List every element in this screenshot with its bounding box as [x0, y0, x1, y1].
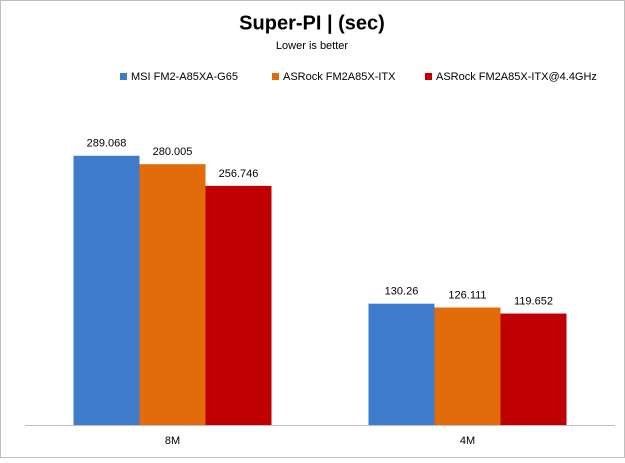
- bar: [500, 313, 567, 425]
- legend-label: ASRock FM2A85X-ITX: [283, 71, 396, 83]
- data-label: 256.746: [219, 168, 259, 180]
- bar: [139, 164, 206, 425]
- chart-title: Super-PI | (sec): [239, 12, 385, 34]
- bar: [368, 303, 435, 425]
- chart-subtitle: Lower is better: [276, 40, 348, 52]
- x-tick-label: 4M: [460, 435, 475, 447]
- legend-label: MSI FM2-A85XA-G65: [131, 71, 238, 83]
- data-label: 280.005: [153, 146, 193, 158]
- data-label: 130.26: [385, 286, 419, 298]
- legend-swatch: [425, 73, 432, 80]
- bar: [205, 185, 272, 425]
- bar: [434, 307, 501, 425]
- legend-swatch: [120, 73, 127, 80]
- bar: [73, 155, 140, 426]
- data-label: 126.111: [448, 289, 486, 301]
- legend-swatch: [272, 73, 279, 80]
- data-label: 119.652: [514, 295, 553, 307]
- legend-label: ASRock FM2A85X-ITX@4.4GHz: [436, 71, 597, 83]
- x-tick-label: 8M: [165, 435, 180, 447]
- data-label: 289.068: [87, 138, 127, 150]
